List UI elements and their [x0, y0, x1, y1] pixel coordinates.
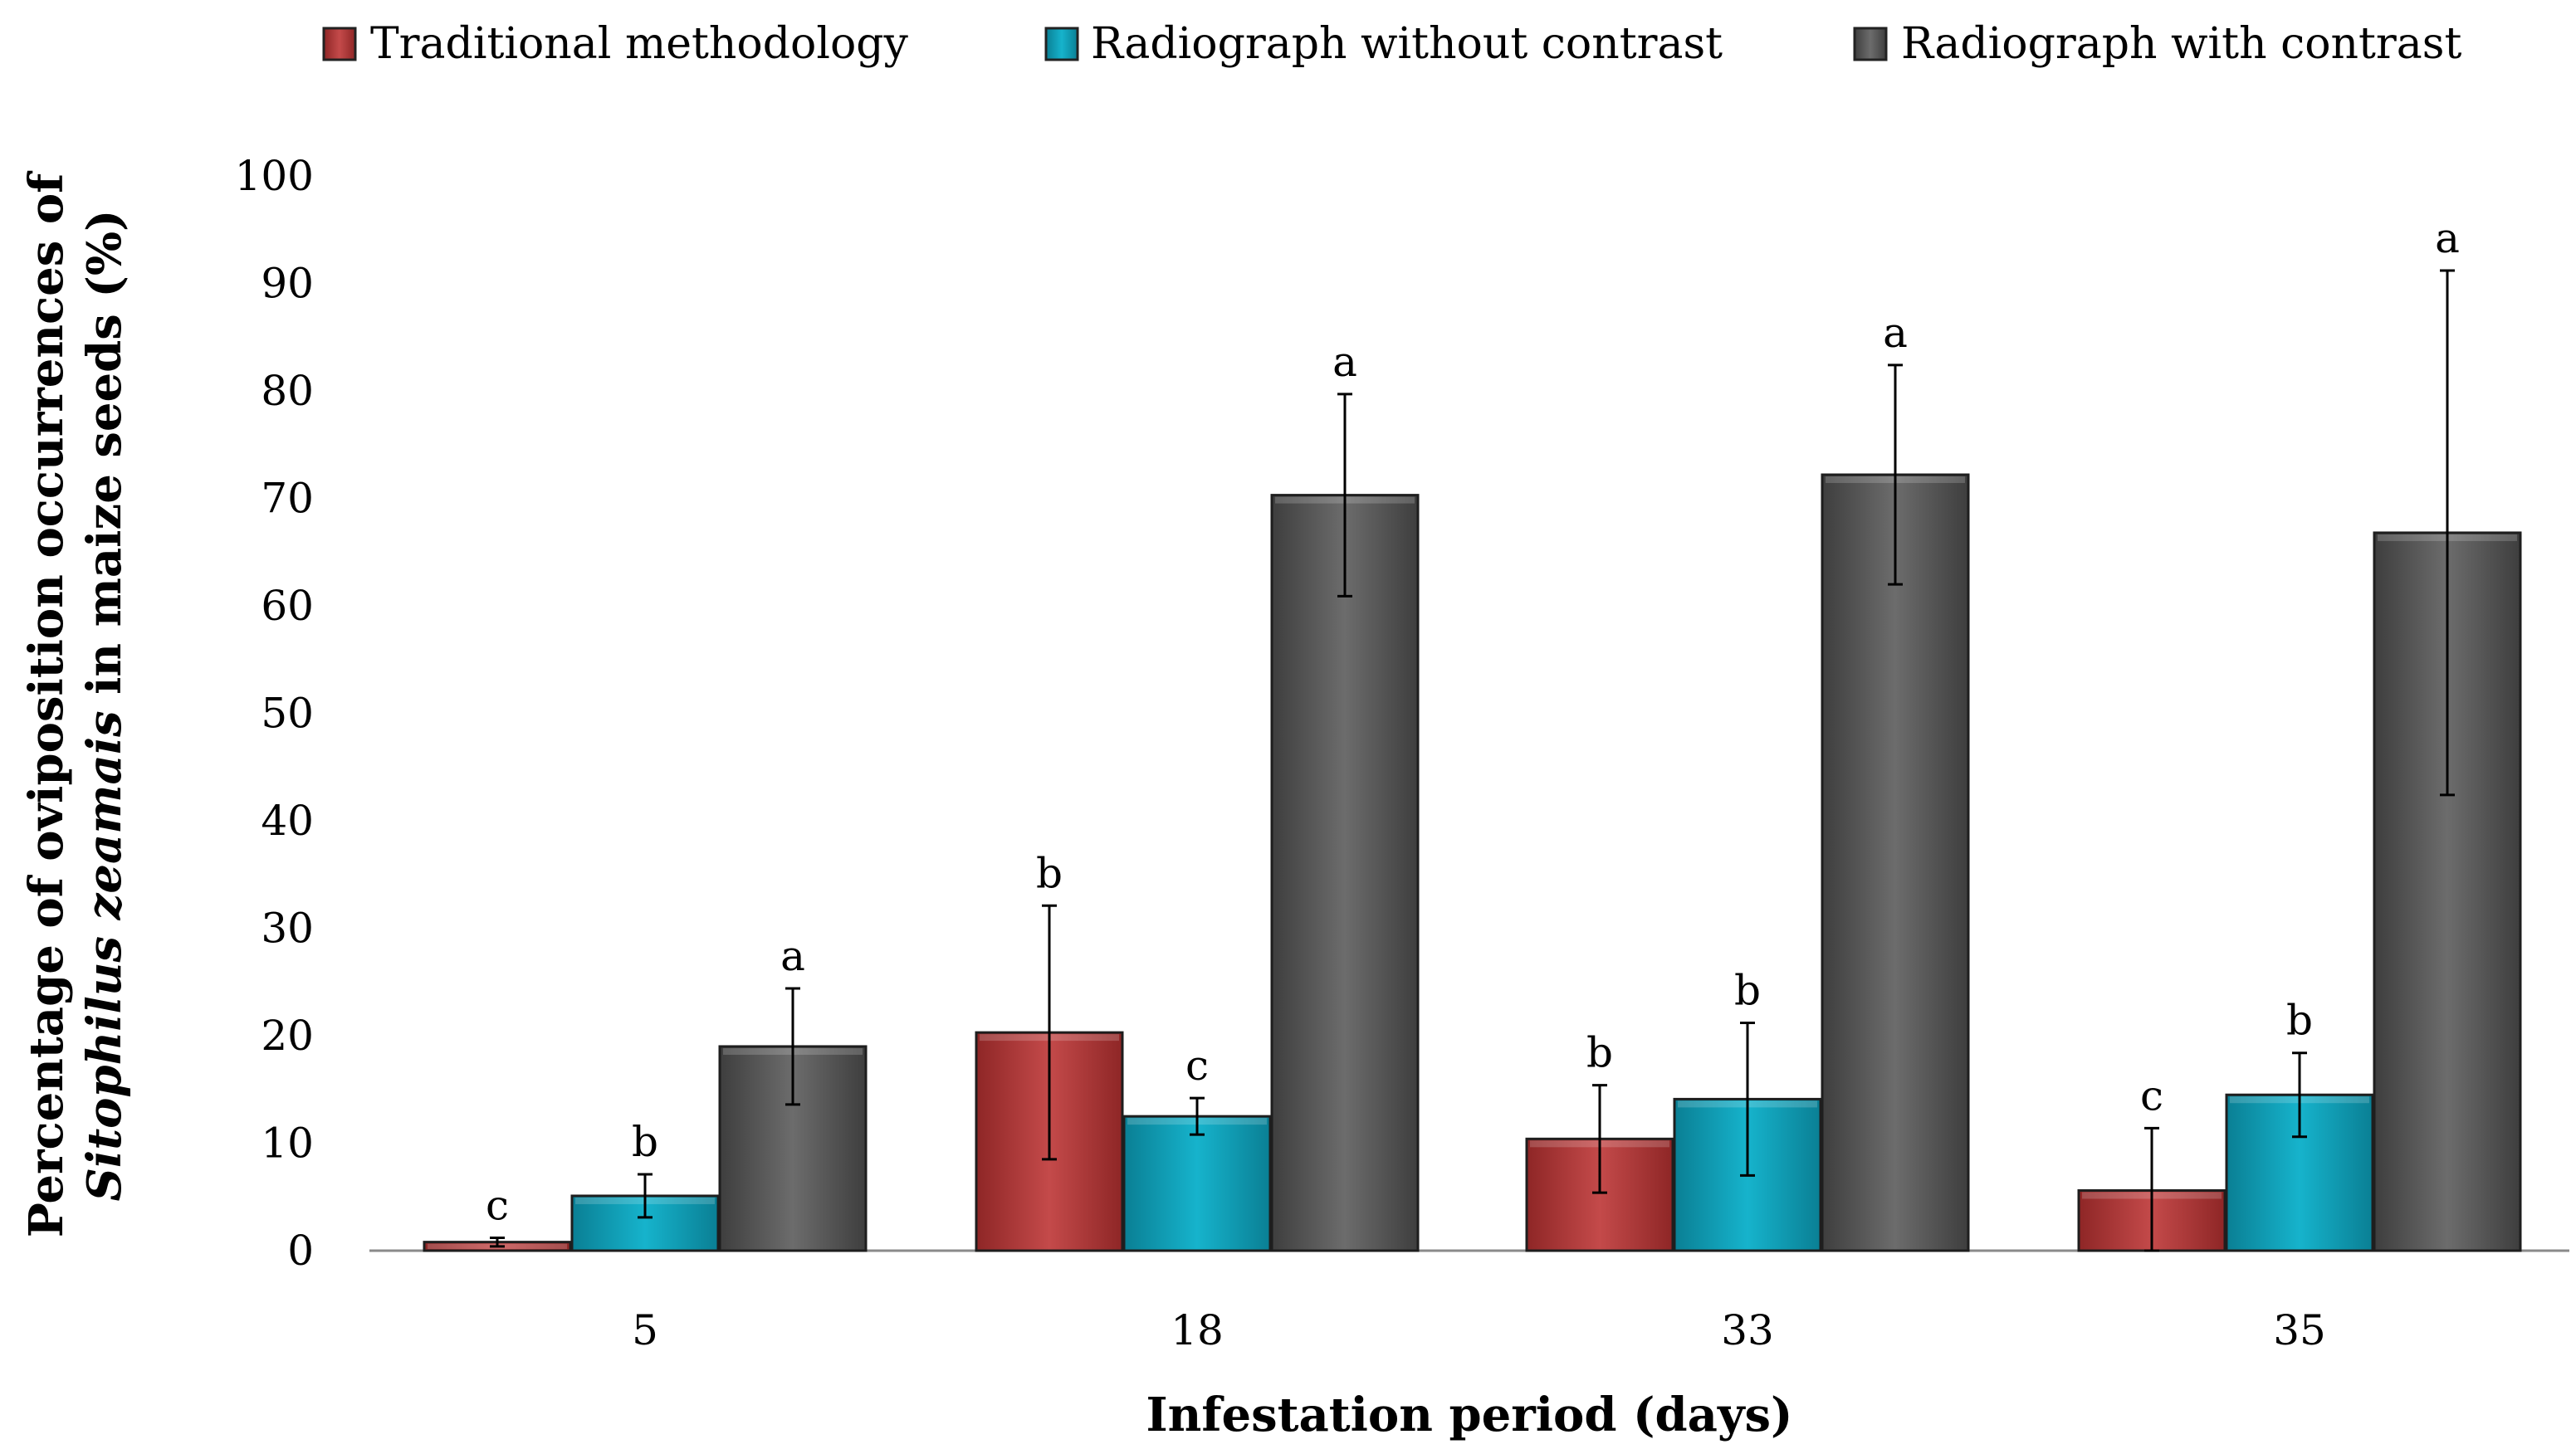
error-bar-radiograph-without-contrast-5 [638, 1173, 653, 1219]
error-bar-traditional-18 [1042, 904, 1057, 1161]
legend-item-traditional: Traditional methodology [322, 19, 909, 69]
significance-letters: c b b c b c b b a a a a [486, 214, 2460, 1229]
legend: Traditional methodology Radiograph witho… [322, 19, 2461, 69]
error-bar-radiograph-with-contrast-5 [785, 987, 800, 1106]
significance-letter: b [1586, 1029, 1613, 1077]
y-axis-title-line2: Sitophilus zeamais in maize seeds (%) [77, 209, 132, 1201]
bars [423, 473, 2522, 1252]
x-tick-label: 5 [632, 1306, 658, 1354]
legend-item-radiograph-without-contrast: Radiograph without contrast [1044, 19, 1723, 69]
significance-letter: c [2140, 1071, 2163, 1120]
significance-letter: a [1332, 338, 1357, 386]
legend-label-radiograph-with-contrast: Radiograph with contrast [1901, 19, 2461, 69]
significance-letter: a [2435, 214, 2460, 262]
y-tick-label: 10 [261, 1120, 314, 1168]
error-bar-radiograph-without-contrast-35 [2292, 1051, 2307, 1139]
y-tick-label: 70 [261, 475, 314, 523]
error-bar-traditional-33 [1592, 1084, 1607, 1194]
x-tick-label: 18 [1171, 1306, 1224, 1354]
significance-letter: b [1036, 849, 1063, 897]
significance-letter: b [2286, 997, 2313, 1045]
x-axis-ticks: 5 18 33 35 [632, 1306, 2326, 1354]
x-tick-label: 33 [1721, 1306, 1774, 1354]
legend-swatch-radiograph-without-contrast [1044, 27, 1079, 61]
y-axis-title-line1: Percentage of oviposition occurrences of [19, 170, 74, 1237]
bar-radiograph-without-contrast-18 [1122, 1115, 1272, 1252]
legend-swatch-traditional [322, 27, 357, 61]
y-tick-label: 0 [287, 1227, 314, 1275]
y-axis-title-species: Sitophilus zeamais [77, 710, 132, 1201]
y-tick-label: 40 [261, 797, 314, 845]
significance-letter: c [1185, 1042, 1209, 1090]
significance-letter: a [780, 932, 805, 980]
error-bar-radiograph-with-contrast-35 [2440, 269, 2455, 797]
significance-letter: a [1883, 309, 1908, 357]
legend-label-radiograph-without-contrast: Radiograph without contrast [1091, 19, 1723, 69]
legend-item-radiograph-with-contrast: Radiograph with contrast [1853, 19, 2461, 69]
x-axis-title: Infestation period (days) [1146, 1388, 1792, 1442]
y-tick-label: 100 [235, 152, 314, 200]
error-bar-traditional-35 [2144, 1126, 2159, 1252]
y-tick-label: 90 [261, 260, 314, 308]
error-bar-radiograph-without-contrast-33 [1740, 1021, 1755, 1177]
legend-label-traditional: Traditional methodology [370, 19, 909, 69]
y-axis-ticks: 0 10 20 30 40 50 60 70 80 90 100 [235, 152, 314, 1275]
error-bar-radiograph-without-contrast-18 [1190, 1096, 1205, 1136]
y-tick-label: 20 [261, 1012, 314, 1060]
y-axis-title: Percentage of oviposition occurrences of… [19, 170, 132, 1237]
significance-letter: b [632, 1118, 658, 1166]
error-bars [490, 269, 2455, 1252]
error-bar-traditional-5 [490, 1236, 505, 1248]
bar-radiograph-with-contrast-33 [1821, 473, 1970, 1252]
significance-letter: c [486, 1181, 509, 1229]
error-bar-radiograph-with-contrast-18 [1337, 393, 1352, 598]
error-bar-radiograph-with-contrast-33 [1888, 364, 1903, 586]
y-tick-label: 30 [261, 905, 314, 953]
bar-radiograph-with-contrast-18 [1270, 494, 1420, 1252]
y-tick-label: 80 [261, 367, 314, 415]
significance-letter: b [1734, 966, 1761, 1014]
y-axis-title-rest: in maize seeds (%) [77, 209, 132, 710]
y-tick-label: 50 [261, 690, 314, 738]
y-tick-label: 60 [261, 582, 314, 630]
legend-swatch-radiograph-with-contrast [1853, 27, 1888, 61]
x-tick-label: 35 [2273, 1306, 2326, 1354]
